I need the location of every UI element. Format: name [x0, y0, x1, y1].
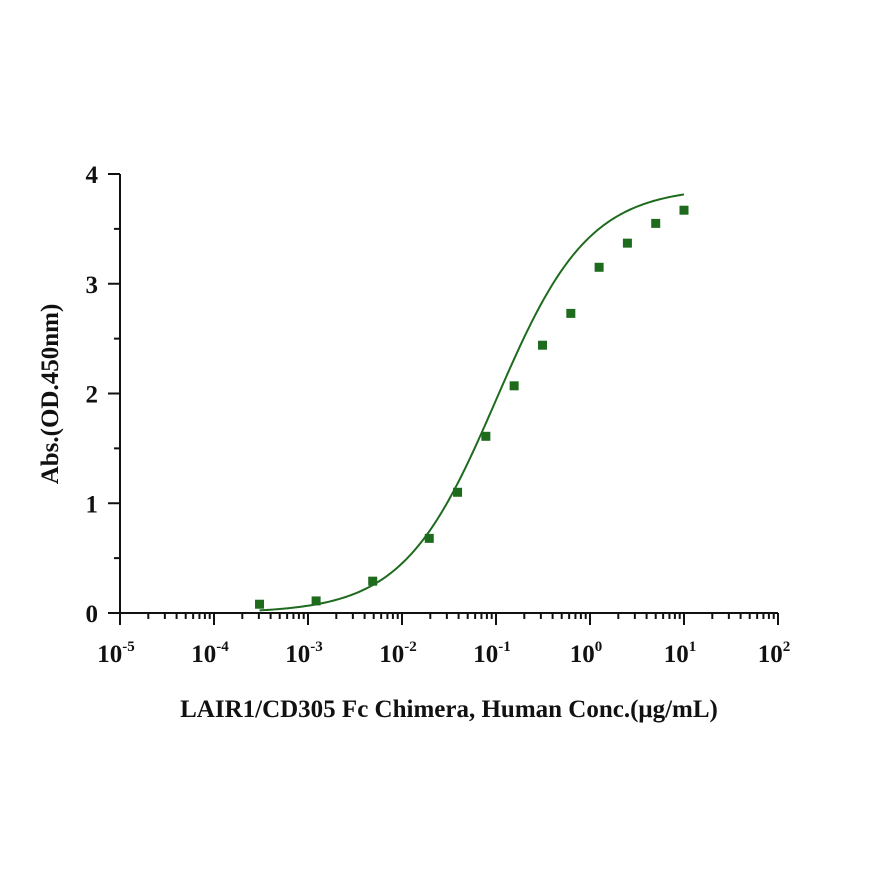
x-tick-base: 10	[191, 641, 216, 668]
data-point	[368, 576, 378, 586]
data-point	[651, 218, 661, 228]
data-point	[538, 340, 548, 350]
x-tick-exponent: -3	[310, 639, 323, 655]
x-tick-exponent: 2	[783, 639, 791, 655]
x-tick-label: 10-3	[285, 639, 323, 668]
data-point	[311, 596, 321, 606]
x-tick-label: 10-5	[97, 639, 135, 668]
x-tick-exponent: 1	[689, 639, 697, 655]
x-tick-exponent: -5	[122, 639, 135, 655]
x-tick-label: 10-1	[473, 639, 511, 668]
axes	[119, 174, 778, 614]
x-tick-base: 10	[473, 641, 498, 668]
y-tick-label: 2	[86, 382, 99, 409]
ticks	[108, 173, 779, 625]
data-point	[453, 487, 463, 497]
x-tick-base: 10	[379, 641, 404, 668]
x-tick-label: 10-2	[379, 639, 417, 668]
x-tick-exponent: -1	[498, 639, 511, 655]
data-point	[481, 431, 491, 441]
x-tick-exponent: -2	[404, 639, 417, 655]
data-point	[424, 533, 434, 543]
x-tick-label: 100	[570, 639, 603, 668]
y-tick-label: 3	[86, 272, 99, 299]
data-point	[594, 262, 604, 272]
x-tick-label: 102	[758, 639, 791, 668]
data-point	[566, 308, 576, 318]
y-tick-label: 4	[86, 162, 99, 189]
x-tick-base: 10	[285, 641, 310, 668]
data-points	[255, 205, 689, 609]
x-tick-exponent: 0	[595, 639, 603, 655]
x-tick-base: 10	[758, 641, 783, 668]
data-point	[509, 381, 519, 391]
x-tick-label: 101	[664, 639, 697, 668]
y-tick-label: 0	[86, 601, 99, 628]
y-axis-title: Abs.(OD.450nm)	[37, 304, 64, 485]
x-tick-base: 10	[97, 641, 122, 668]
x-tick-base: 10	[664, 641, 689, 668]
data-point	[622, 238, 632, 248]
fit-curve	[259, 193, 685, 612]
y-tick-label: 1	[86, 491, 99, 518]
x-tick-exponent: -4	[216, 639, 229, 655]
x-axis-title: LAIR1/CD305 Fc Chimera, Human Conc.(μg/m…	[180, 696, 718, 723]
x-tick-label: 10-4	[191, 639, 229, 668]
x-tick-base: 10	[570, 641, 595, 668]
data-point	[255, 599, 265, 609]
data-point	[679, 205, 689, 215]
